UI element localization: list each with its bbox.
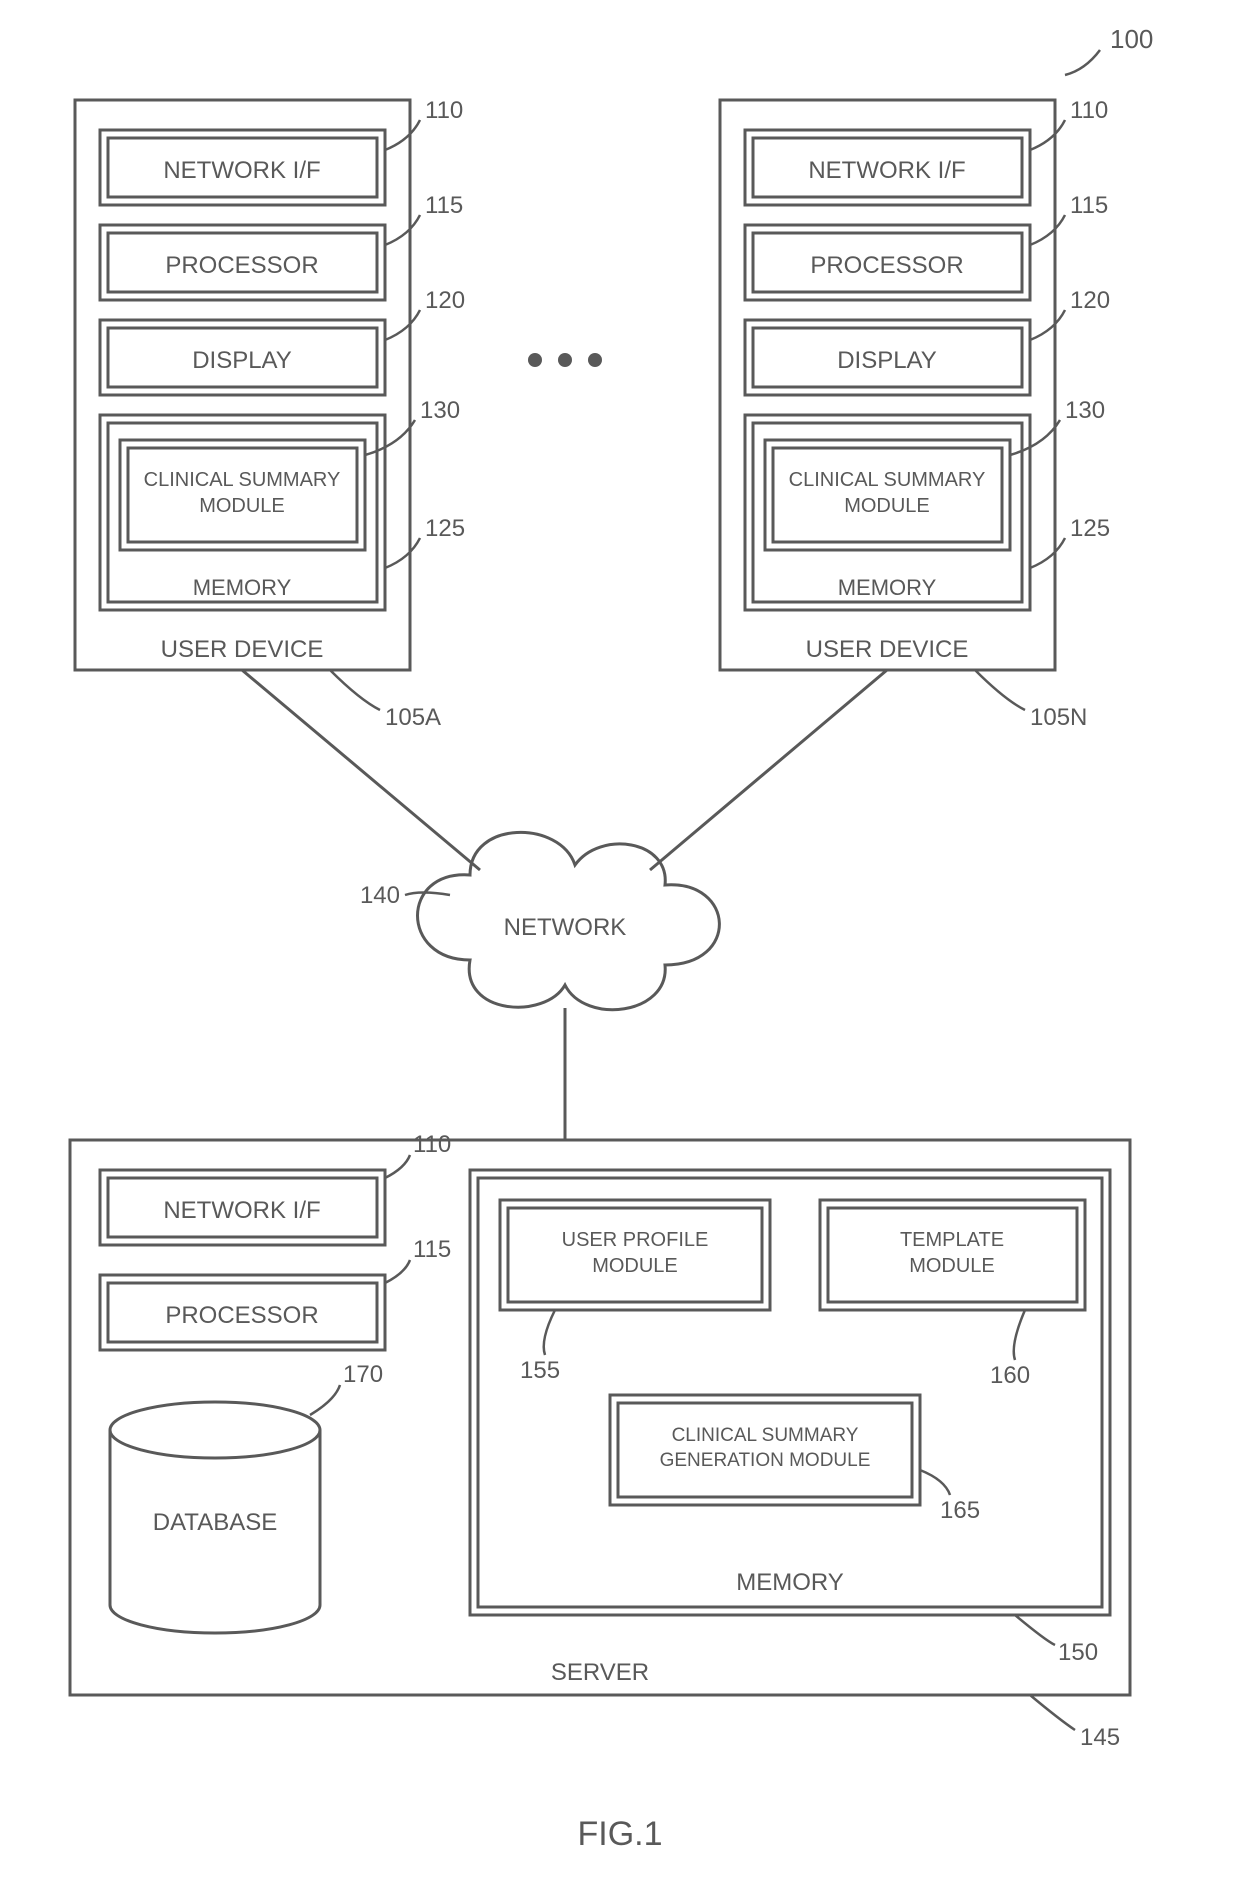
database: DATABASE 170: [110, 1361, 383, 1633]
server-ref: 145: [1080, 1724, 1120, 1751]
processor-a-ref: 115: [425, 192, 463, 219]
network-ref: 140: [360, 882, 400, 909]
server-processor: PROCESSOR 115: [100, 1236, 451, 1350]
user-device-a-caption: USER DEVICE: [161, 636, 324, 663]
database-label: DATABASE: [153, 1509, 277, 1536]
memory-n-ref: 125: [1070, 515, 1110, 542]
ellipsis: [528, 353, 602, 367]
memory-a-ref: 125: [425, 515, 465, 542]
user-device-a-ref: 105A: [385, 704, 441, 731]
network-cloud: NETWORK 140: [360, 832, 719, 1009]
system-diagram: 100 NETWORK I/F 110 PROCESSOR 115 DISPLA…: [0, 0, 1240, 1900]
network-if-a-label: NETWORK I/F: [163, 157, 320, 184]
refnum-100: 100: [1110, 24, 1153, 54]
system-ref: 100: [1065, 24, 1153, 75]
server-proc-ref: 115: [413, 1236, 451, 1263]
server-network-if: NETWORK I/F 110: [100, 1131, 451, 1245]
template-module: TEMPLATE MODULE 160: [820, 1200, 1085, 1389]
server-nif-ref: 110: [413, 1131, 451, 1158]
server-proc-label: PROCESSOR: [165, 1302, 318, 1329]
clinical-summary-gen-module: CLINICAL SUMMARY GENERATION MODULE 165: [610, 1395, 980, 1524]
upm-ref: 155: [520, 1357, 560, 1384]
user-device-n-ref: 105N: [1030, 704, 1087, 731]
processor-n-ref: 115: [1070, 192, 1108, 219]
csgm-l2: GENERATION MODULE: [660, 1450, 871, 1471]
display-a-ref: 120: [425, 287, 465, 314]
processor-a-label: PROCESSOR: [165, 252, 318, 279]
tm-ref: 160: [990, 1362, 1030, 1389]
display-n-ref: 120: [1070, 287, 1110, 314]
network-label: NETWORK: [504, 914, 627, 941]
display-n-label: DISPLAY: [837, 347, 937, 374]
server-nif-label: NETWORK I/F: [163, 1197, 320, 1224]
server-memory-label: MEMORY: [736, 1569, 844, 1596]
csgm-l1: CLINICAL SUMMARY: [672, 1425, 859, 1446]
display-a-label: DISPLAY: [192, 347, 292, 374]
server-caption: SERVER: [551, 1659, 649, 1686]
figure-label: FIG.1: [577, 1815, 662, 1853]
database-ref: 170: [343, 1361, 383, 1388]
processor-n-label: PROCESSOR: [810, 252, 963, 279]
server-memory-ref: 150: [1058, 1639, 1098, 1666]
user-device-n-caption: USER DEVICE: [806, 636, 969, 663]
csm-a-ref: 130: [420, 397, 460, 424]
network-if-n-label: NETWORK I/F: [808, 157, 965, 184]
csm-n-ref: 130: [1065, 397, 1105, 424]
memory-n-label: MEMORY: [838, 575, 937, 600]
user-device-a: NETWORK I/F 110 PROCESSOR 115 DISPLAY 12…: [75, 97, 465, 731]
network-if-n-ref: 110: [1070, 97, 1108, 124]
server-memory: MEMORY 150 USER PROFILE MODULE 155 TEMPL…: [470, 1170, 1110, 1666]
upm-l2: MODULE: [592, 1255, 678, 1277]
tm-l2: MODULE: [909, 1255, 995, 1277]
upm-l1: USER PROFILE: [562, 1229, 709, 1251]
memory-a-label: MEMORY: [193, 575, 292, 600]
csm-n-line2: MODULE: [844, 495, 930, 517]
csm-a-line2: MODULE: [199, 495, 285, 517]
csm-a-line1: CLINICAL SUMMARY: [144, 469, 341, 491]
user-device-n: NETWORK I/F 110 PROCESSOR 115 DISPLAY 12…: [720, 97, 1110, 731]
csgm-ref: 165: [940, 1497, 980, 1524]
server: NETWORK I/F 110 PROCESSOR 115 DATABASE 1…: [70, 1131, 1130, 1751]
csm-n-line1: CLINICAL SUMMARY: [789, 469, 986, 491]
tm-l1: TEMPLATE: [900, 1229, 1004, 1251]
network-if-a-ref: 110: [425, 97, 463, 124]
user-profile-module: USER PROFILE MODULE 155: [500, 1200, 770, 1384]
